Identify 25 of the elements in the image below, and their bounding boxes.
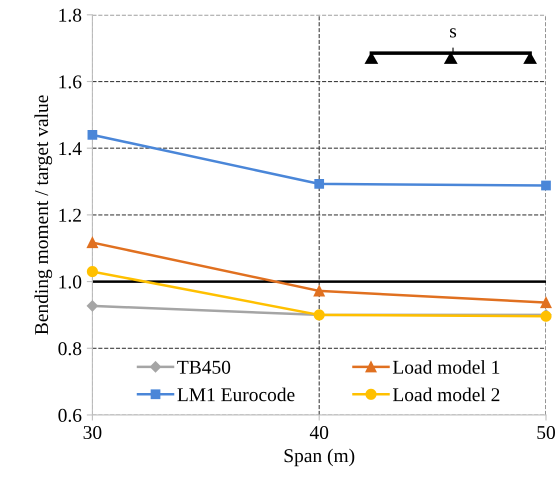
legend-label: TB450 (177, 360, 230, 374)
x-tick-label: 30 (84, 426, 102, 440)
y-axis-title: Bending moment / target value (34, 95, 52, 335)
legend-label: Load model 1 (392, 360, 500, 374)
y-tick-label: 1.0 (59, 275, 82, 289)
legend-label: Load model 2 (392, 388, 500, 402)
y-tick-label: 0.6 (58, 408, 82, 422)
y-tick-label: 1.2 (59, 208, 81, 222)
point (86, 237, 98, 248)
annotation: s (450, 28, 456, 38)
point (88, 130, 98, 140)
point (86, 300, 98, 312)
point (86, 266, 98, 278)
y-tick-label: 1.8 (59, 8, 82, 22)
point (540, 297, 552, 308)
point (314, 285, 325, 296)
x-axis-title: Span (m) (284, 448, 354, 466)
point (314, 179, 324, 189)
legend-label: LM1 Eurocode (177, 388, 294, 402)
x-tick-label: 50 (537, 426, 555, 440)
y-tick-label: 1.6 (59, 75, 82, 89)
x-tick-label: 40 (310, 426, 328, 440)
y-tick-label: 0.8 (58, 342, 82, 356)
y-tick-label: 1.4 (59, 142, 82, 156)
point (541, 180, 551, 190)
